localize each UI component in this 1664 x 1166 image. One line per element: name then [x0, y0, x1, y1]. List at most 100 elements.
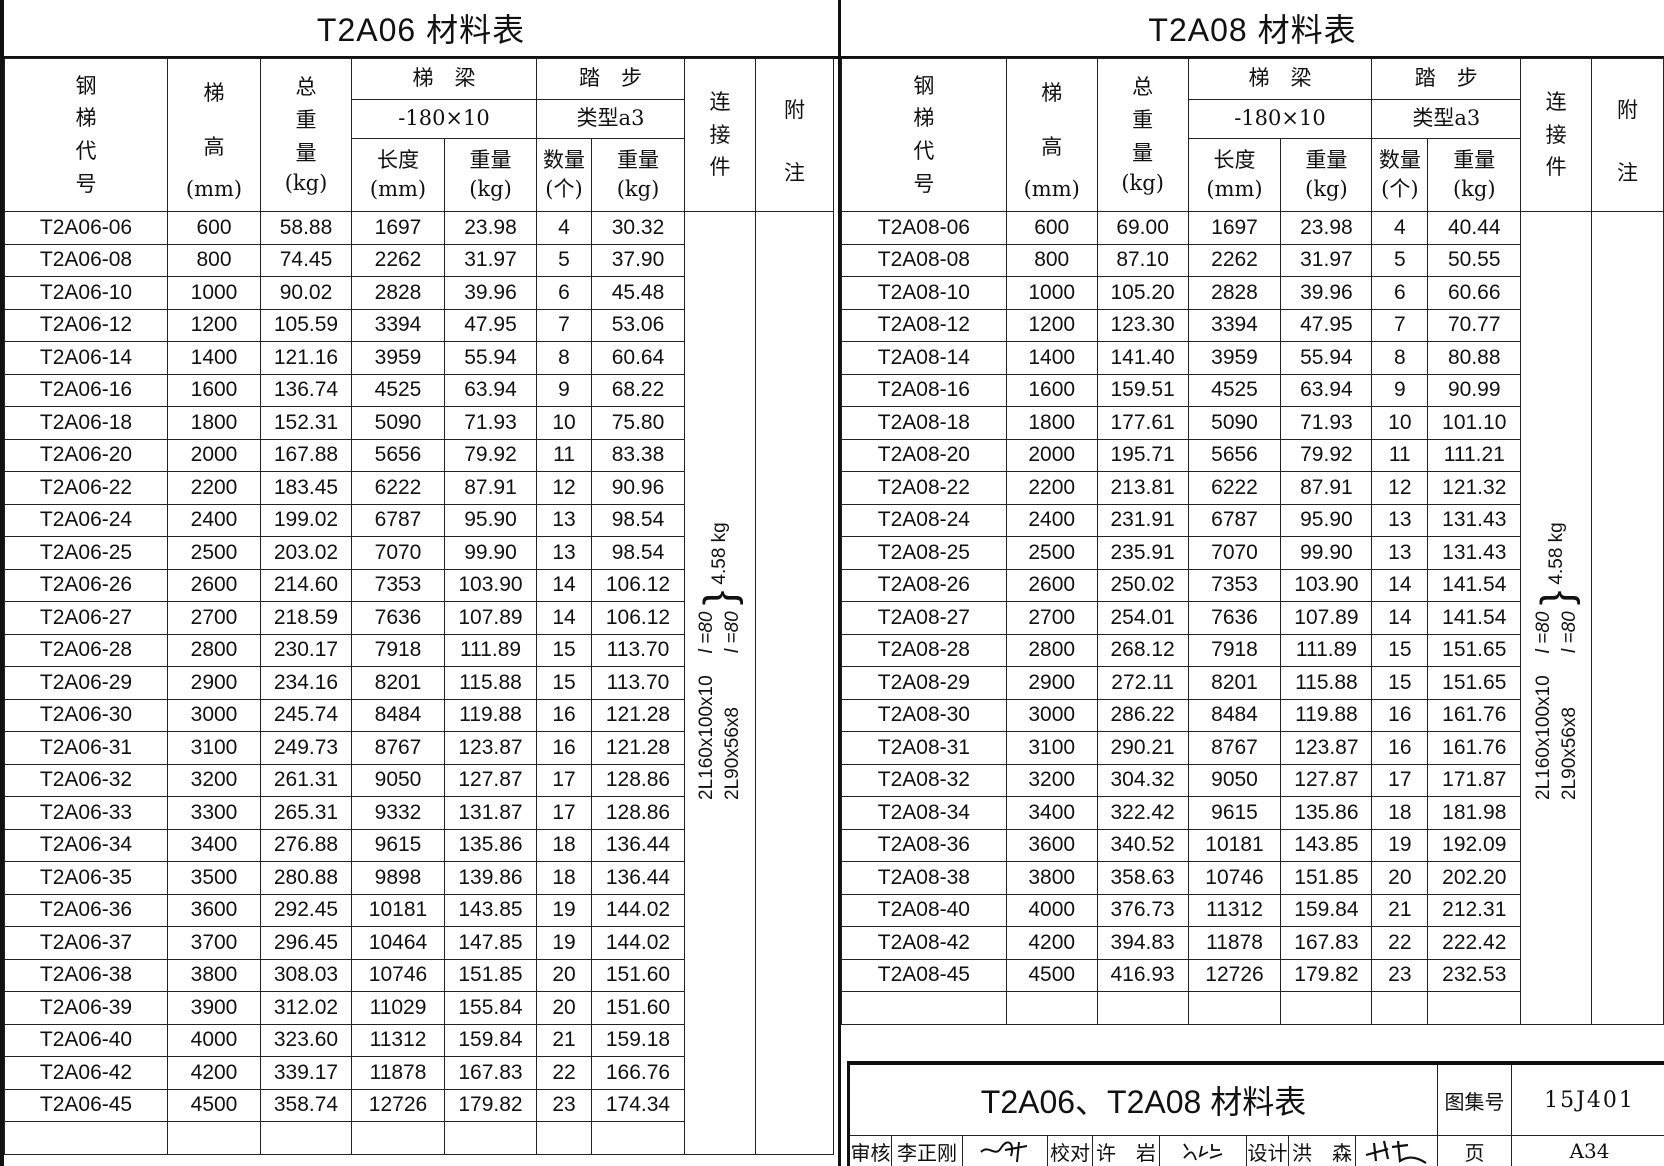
cell-code: T2A06-27 [4, 601, 168, 635]
cell-beam-length: 6222 [351, 471, 445, 505]
header-notes-label: 附注 [784, 98, 805, 185]
cell-step-qty: 22 [1371, 926, 1429, 960]
cell-total: 249.73 [260, 731, 352, 765]
header-height: 梯高 (mm) [1005, 58, 1098, 212]
header-beam-weight-label: 重量 [1305, 147, 1348, 172]
cell-beam-weight: 55.94 [444, 341, 537, 375]
table-row: T2A06-37 3700 296.45 10464 147.85 19 144.02 [4, 926, 834, 960]
cell-total: 141.40 [1096, 341, 1189, 375]
cell-height: 3200 [167, 763, 261, 797]
cell-beam-length: 10464 [351, 926, 445, 960]
table-row: T2A06-34 3400 276.88 9615 135.86 18 136.44 [4, 828, 834, 862]
cell-height: 3800 [167, 958, 261, 992]
cell-beam-weight: 31.97 [1280, 243, 1373, 277]
cell-total: 195.71 [1096, 438, 1189, 472]
table-row: T2A06-24 2400 199.02 6787 95.90 13 98.54 [4, 503, 834, 537]
table-row: T2A08-24 2400 231.91 6787 95.90 13 131.43 [841, 503, 1664, 537]
cell-code: T2A08-31 [841, 731, 1007, 765]
header-beam-length: 长度 (mm) [1187, 138, 1282, 212]
header-step-qty-unit: (个) [545, 177, 583, 201]
header-beam-weight-unit: (kg) [469, 177, 512, 201]
cell-beam-length: 9615 [351, 828, 445, 862]
header-height-label: 梯高 [203, 80, 225, 160]
cell-step-weight: 75.80 [591, 406, 685, 440]
designer-signature [1356, 1135, 1438, 1166]
review-label: 审核 [850, 1135, 892, 1166]
cell-total: 376.73 [1096, 893, 1189, 927]
cell-step-qty: 19 [1371, 828, 1429, 862]
table-row: T2A08-38 3800 358.63 10746 151.85 20 202.20 [841, 861, 1664, 895]
header-connection-label: 连接件 [709, 90, 731, 180]
cell-code: T2A08-24 [841, 503, 1007, 537]
cell-step-weight: 98.54 [591, 503, 685, 537]
cell-beam-length: 8201 [351, 666, 445, 700]
cell-step-qty: 12 [536, 471, 592, 505]
cell-total: 296.45 [260, 926, 352, 960]
cell-beam-weight: 79.92 [444, 438, 537, 472]
cell-step-weight: 113.70 [591, 633, 685, 667]
cell-total: 280.88 [260, 861, 352, 895]
cell-step-weight: 232.53 [1427, 958, 1522, 992]
cell-code: T2A08-10 [841, 276, 1007, 310]
cell-code: T2A06-36 [4, 893, 168, 927]
cell-height: 600 [1005, 211, 1098, 245]
cell-beam-length: 7918 [1187, 633, 1282, 667]
header-total-unit: (kg) [1121, 171, 1164, 196]
cell-total: 250.02 [1096, 568, 1189, 602]
connection-length-2: l =80 [1558, 611, 1580, 654]
cell-total: 340.52 [1096, 828, 1189, 862]
cell-beam-length: 12726 [351, 1088, 445, 1122]
cell-step-weight: 121.28 [591, 731, 685, 765]
cell-step-qty: 13 [1371, 536, 1429, 570]
designer-name: 洪 森 [1289, 1135, 1356, 1166]
cell-total: 90.02 [260, 276, 352, 310]
cell-code: T2A06-10 [4, 276, 168, 310]
cell-total: 74.45 [260, 243, 352, 277]
header-step: 踏 步 [536, 58, 685, 100]
cell-beam-length: 7070 [1187, 536, 1282, 570]
cell-step-qty: 23 [536, 1088, 592, 1122]
cell-step-qty: 16 [1371, 731, 1429, 765]
header-beam-length-label: 长度 [1213, 147, 1256, 172]
cell-beam-length: 1697 [351, 211, 445, 245]
cell-beam-weight: 167.83 [1280, 926, 1373, 960]
cell-step-qty: 10 [536, 406, 592, 440]
table-row: T2A08-10 1000 105.20 2828 39.96 6 60.66 [841, 276, 1664, 310]
cell-total: 105.59 [260, 308, 352, 342]
cell-code: T2A08-18 [841, 406, 1007, 440]
cell-step-weight: 68.22 [591, 373, 685, 407]
blank-cell [351, 1121, 445, 1155]
cell-beam-weight: 143.85 [444, 893, 537, 927]
cell-beam-weight: 107.89 [444, 601, 537, 635]
cell-beam-length: 7636 [1187, 601, 1282, 635]
cell-height: 3400 [1005, 796, 1098, 830]
cell-height: 800 [1005, 243, 1098, 277]
cell-step-weight: 113.70 [591, 666, 685, 700]
table-row: T2A06-38 3800 308.03 10746 151.85 20 151.60 [4, 958, 834, 992]
cell-step-weight: 45.48 [591, 276, 685, 310]
cell-beam-length: 9615 [1187, 796, 1282, 830]
cell-height: 2200 [167, 471, 261, 505]
cell-beam-weight: 87.91 [1280, 471, 1373, 505]
cell-code: T2A08-36 [841, 828, 1007, 862]
cell-code: T2A08-16 [841, 373, 1007, 407]
cell-code: T2A06-12 [4, 308, 168, 342]
material-table: 钢梯代号 梯高 (mm) 总重量 (kg) 梯 梁踏 步连接件 附注 -180×10 类型a3 长… [4, 58, 834, 1155]
cell-step-weight: 83.38 [591, 438, 685, 472]
cell-code: T2A08-42 [841, 926, 1007, 960]
cell-beam-weight: 95.90 [444, 503, 537, 537]
page-number: A34 [1512, 1135, 1664, 1166]
cell-code: T2A06-31 [4, 731, 168, 765]
cell-beam-length: 10746 [1187, 861, 1282, 895]
cell-height: 4500 [1005, 958, 1098, 992]
cell-step-qty: 8 [536, 341, 592, 375]
cell-code: T2A08-12 [841, 308, 1007, 342]
cell-beam-weight: 135.86 [444, 828, 537, 862]
cell-code: T2A06-08 [4, 243, 168, 277]
cell-beam-weight: 95.90 [1280, 503, 1373, 537]
cell-beam-weight: 31.97 [444, 243, 537, 277]
cell-beam-weight: 143.85 [1280, 828, 1373, 862]
cell-height: 3500 [167, 861, 261, 895]
cell-height: 4200 [1005, 926, 1098, 960]
cell-total: 69.00 [1096, 211, 1189, 245]
